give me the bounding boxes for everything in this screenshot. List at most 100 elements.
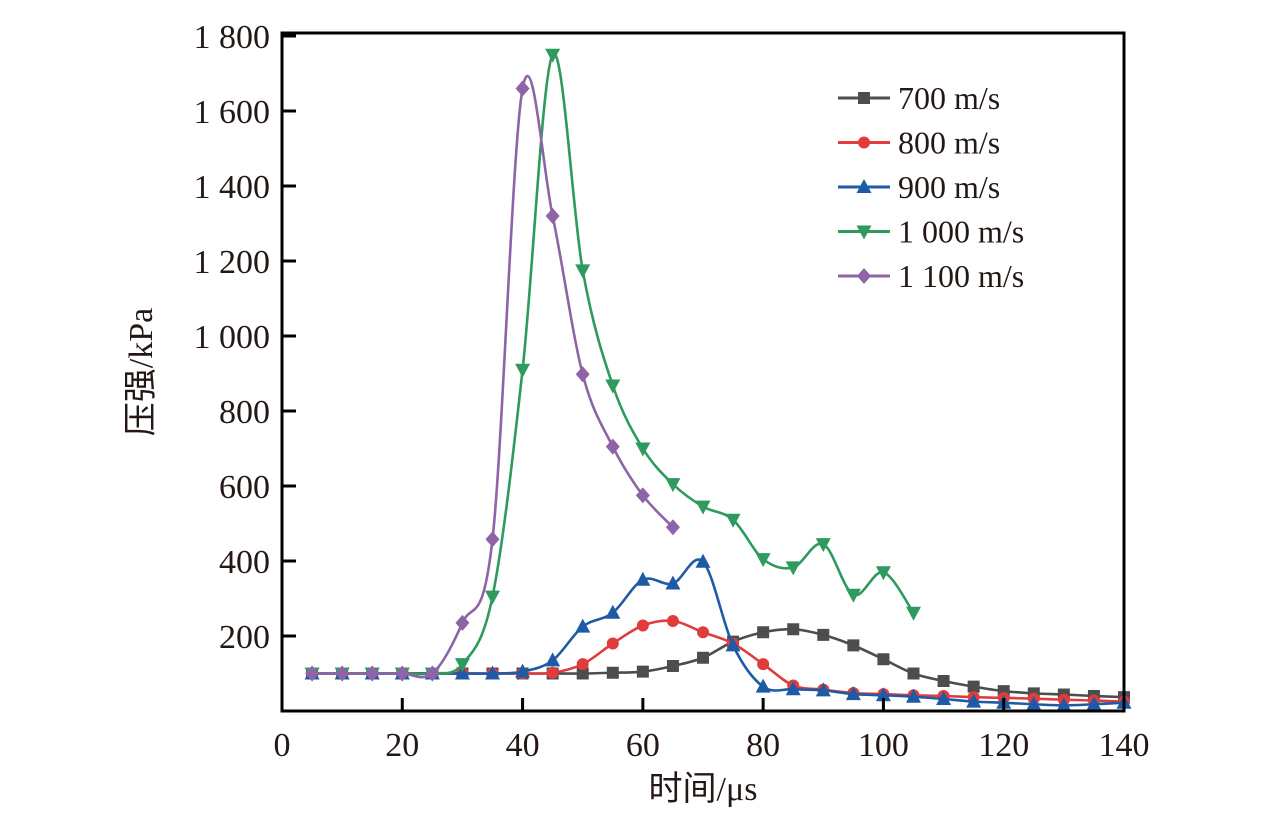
- legend-marker: [857, 268, 871, 284]
- data-point: [335, 665, 350, 682]
- data-point: [485, 590, 500, 605]
- data-point: [635, 571, 651, 586]
- data-point: [455, 614, 470, 631]
- series-line: [312, 558, 1125, 707]
- x-tick-label: 40: [506, 727, 540, 764]
- x-tick-label: 0: [274, 727, 291, 764]
- data-point: [906, 606, 921, 621]
- series-800-m-per-s: [306, 615, 1130, 708]
- x-tick-label: 120: [978, 727, 1029, 764]
- data-point: [665, 519, 680, 536]
- legend-item: 1 000 m/s: [838, 214, 1024, 250]
- data-point: [845, 588, 861, 603]
- legend-marker: [858, 136, 870, 149]
- data-point: [1056, 697, 1072, 712]
- data-point: [1086, 696, 1102, 711]
- legend-marker: [858, 92, 870, 104]
- data-point: [906, 688, 921, 703]
- data-point: [576, 658, 589, 671]
- data-point: [757, 658, 770, 671]
- y-tick-label: 1 000: [194, 319, 271, 356]
- data-point: [575, 618, 591, 633]
- y-tick-label: 600: [219, 469, 270, 506]
- data-point: [966, 693, 982, 708]
- data-point: [635, 487, 650, 504]
- legend-marker: [856, 179, 872, 193]
- data-point: [877, 653, 890, 666]
- data-point: [757, 626, 770, 639]
- y-tick-label: 800: [219, 394, 270, 431]
- legend: 700 m/s 800 m/s 900 m/s 1 000 m/s 1 100 m/s: [838, 80, 1024, 294]
- data-point: [755, 678, 771, 693]
- data-point: [967, 680, 980, 693]
- x-axis: 0 20 40 60 80 100 120 140: [274, 698, 1150, 764]
- data-point: [515, 80, 530, 97]
- data-point: [815, 682, 831, 697]
- data-point: [606, 666, 619, 679]
- data-point: [605, 379, 621, 394]
- data-point: [515, 363, 531, 378]
- data-point: [454, 658, 470, 673]
- legend-item: 1 100 m/s: [838, 258, 1024, 294]
- data-point: [666, 615, 679, 627]
- series-700-m-per-s: [306, 623, 1130, 704]
- data-point: [785, 681, 801, 696]
- data-point: [787, 623, 800, 636]
- data-point: [575, 366, 590, 383]
- data-point: [575, 264, 591, 279]
- legend-label: 1 000 m/s: [898, 214, 1024, 250]
- data-point: [725, 513, 741, 528]
- data-point: [545, 208, 560, 224]
- data-point: [697, 626, 709, 639]
- data-point: [454, 665, 470, 680]
- data-point: [785, 561, 801, 576]
- data-point: [365, 665, 380, 682]
- legend-item: 800 m/s: [838, 125, 1000, 161]
- data-point: [725, 637, 741, 652]
- y-tick-label: 1 600: [194, 94, 271, 131]
- data-point: [1026, 696, 1042, 711]
- plot-frame: [280, 31, 1126, 713]
- x-tick-label: 60: [626, 727, 660, 764]
- y-axis: 200 400 600 800 1 000 1 200 1 400 1 600 1 800: [194, 19, 296, 656]
- x-tick-label: 100: [858, 727, 909, 764]
- data-point: [515, 663, 531, 678]
- series-line: [312, 52, 915, 676]
- data-point: [815, 538, 831, 553]
- data-point: [636, 665, 649, 678]
- x-tick-label: 140: [1099, 727, 1150, 764]
- data-point: [875, 566, 891, 581]
- y-tick-label: 400: [219, 544, 270, 581]
- data-point: [665, 478, 681, 493]
- legend-item: 700 m/s: [838, 80, 1000, 116]
- data-point: [425, 665, 440, 682]
- x-axis-title: 时间/μs: [649, 771, 758, 808]
- x-tick-label: 80: [746, 727, 780, 764]
- data-point: [485, 665, 500, 680]
- series-1-000-m-per-s: [304, 48, 921, 682]
- series-1-100-m-per-s: [305, 74, 680, 682]
- y-tick-label: 1 200: [194, 244, 271, 281]
- data-point: [697, 651, 709, 664]
- data-point: [845, 686, 861, 701]
- y-tick-label: 1 800: [194, 19, 271, 56]
- series-layer: [304, 48, 1132, 712]
- data-point: [576, 667, 589, 680]
- series-line: [312, 74, 674, 679]
- data-point: [665, 575, 681, 590]
- data-point: [606, 637, 619, 650]
- y-tick-label: 200: [219, 619, 270, 656]
- x-tick-label: 20: [385, 727, 419, 764]
- data-point: [666, 660, 679, 672]
- data-point: [635, 442, 651, 457]
- data-point: [545, 652, 561, 667]
- data-point: [485, 531, 500, 548]
- legend-label: 900 m/s: [898, 169, 1000, 205]
- data-point: [695, 553, 711, 568]
- legend-item: 900 m/s: [838, 169, 1000, 205]
- data-point: [545, 48, 561, 63]
- data-point: [605, 604, 621, 619]
- legend-label: 1 100 m/s: [898, 258, 1024, 294]
- data-point: [936, 691, 952, 705]
